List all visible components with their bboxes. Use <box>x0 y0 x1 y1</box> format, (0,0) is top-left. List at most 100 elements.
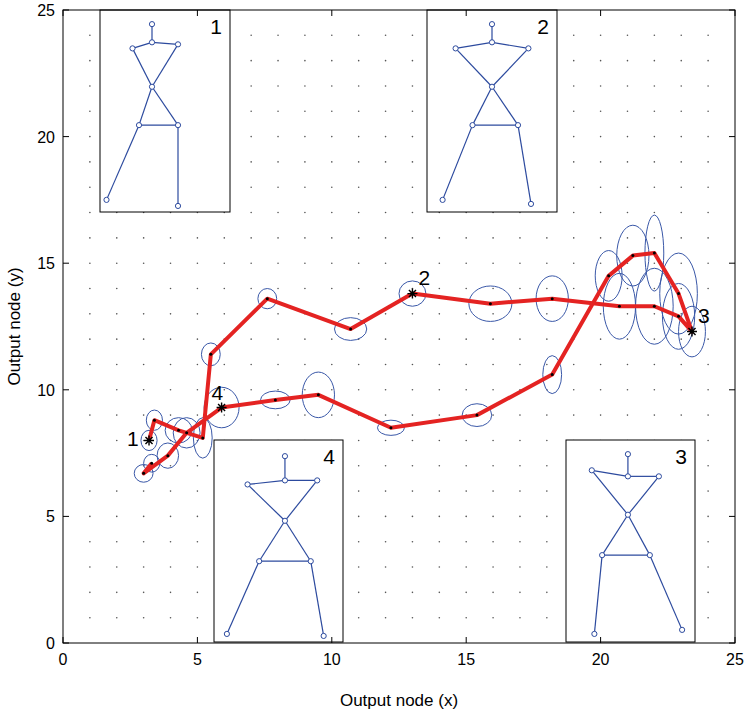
node-dot <box>385 364 387 366</box>
node-dot <box>707 60 709 62</box>
node-dot <box>358 186 360 188</box>
node-dot <box>412 212 414 214</box>
node-dot <box>465 237 467 239</box>
node-dot <box>197 465 199 467</box>
stick-joint <box>592 631 597 636</box>
key-pose-star <box>407 289 417 299</box>
x-tick <box>600 637 601 643</box>
node-dot <box>197 490 199 492</box>
node-dot <box>331 161 333 163</box>
node-dot <box>304 212 306 214</box>
node-dot <box>385 85 387 87</box>
node-dot <box>519 313 521 315</box>
trajectory-point <box>142 472 145 475</box>
node-dot <box>170 389 172 391</box>
stick-joint <box>489 40 494 45</box>
y-tick <box>63 263 69 264</box>
node-dot <box>627 136 629 138</box>
node-dot <box>170 490 172 492</box>
node-dot <box>358 465 360 467</box>
pose-inset: 3 <box>566 440 695 642</box>
node-dot <box>465 338 467 340</box>
node-dot <box>385 35 387 37</box>
node-dot <box>250 262 252 264</box>
node-dot <box>250 161 252 163</box>
node-dot <box>143 566 145 568</box>
node-dot <box>492 313 494 315</box>
stick-joint <box>175 42 180 47</box>
trajectory-point <box>677 315 680 318</box>
node-dot <box>358 212 360 214</box>
node-dot <box>519 440 521 442</box>
stick-joint <box>453 46 458 51</box>
node-dot <box>627 161 629 163</box>
x-tick <box>331 637 332 643</box>
node-dot <box>304 364 306 366</box>
node-dot <box>412 110 414 112</box>
node-dot <box>707 35 709 37</box>
trajectory-point <box>153 419 156 422</box>
node-dot <box>277 186 279 188</box>
node-dot <box>331 110 333 112</box>
node-dot <box>385 136 387 138</box>
stick-bone <box>248 484 285 520</box>
node-dot <box>116 490 118 492</box>
node-dot <box>116 516 118 518</box>
stick-bone <box>456 48 492 86</box>
node-dot <box>412 237 414 239</box>
node-dot <box>412 60 414 62</box>
node-dot <box>654 288 656 290</box>
stick-joint <box>440 197 445 202</box>
trajectory-point <box>274 398 277 401</box>
node-dot <box>277 110 279 112</box>
node-dot <box>465 364 467 366</box>
node-dot <box>89 237 91 239</box>
node-dot <box>143 414 145 416</box>
node-dot <box>627 313 629 315</box>
y-tick-label: 15 <box>37 255 55 272</box>
node-dot <box>223 364 225 366</box>
node-dot <box>519 490 521 492</box>
node-dot <box>358 566 360 568</box>
node-dot <box>654 414 656 416</box>
node-dot <box>116 364 118 366</box>
node-dot <box>707 440 709 442</box>
node-dot <box>465 592 467 594</box>
node-dot <box>573 60 575 62</box>
node-dot <box>277 136 279 138</box>
x-tick <box>197 637 198 643</box>
node-dot <box>680 85 682 87</box>
node-dot <box>600 237 602 239</box>
node-dot <box>170 516 172 518</box>
stick-bone <box>285 521 311 561</box>
node-dot <box>573 186 575 188</box>
node-dot <box>331 136 333 138</box>
insets: 1234 <box>100 10 695 642</box>
y-tick-label: 10 <box>37 382 55 399</box>
node-dot <box>546 414 548 416</box>
node-dot <box>331 60 333 62</box>
node-dot <box>385 541 387 543</box>
node-dot <box>707 617 709 619</box>
node-dot <box>573 35 575 37</box>
node-dot <box>277 288 279 290</box>
trajectory-point <box>551 373 554 376</box>
annotation-label: 1 <box>127 427 139 450</box>
plot-background <box>63 10 735 643</box>
trajectory-point <box>150 462 153 465</box>
node-dot <box>385 60 387 62</box>
node-dot <box>654 313 656 315</box>
node-dot <box>250 60 252 62</box>
stick-bone <box>177 125 178 206</box>
key-pose-star <box>217 403 227 413</box>
node-dot <box>89 516 91 518</box>
node-dot <box>465 617 467 619</box>
stick-bone <box>628 515 650 555</box>
inset-label: 2 <box>537 15 549 38</box>
node-dot <box>277 85 279 87</box>
stick-joint <box>282 478 287 483</box>
node-dot <box>465 262 467 264</box>
node-dot <box>654 237 656 239</box>
stick-bone <box>311 561 324 636</box>
node-dot <box>627 414 629 416</box>
